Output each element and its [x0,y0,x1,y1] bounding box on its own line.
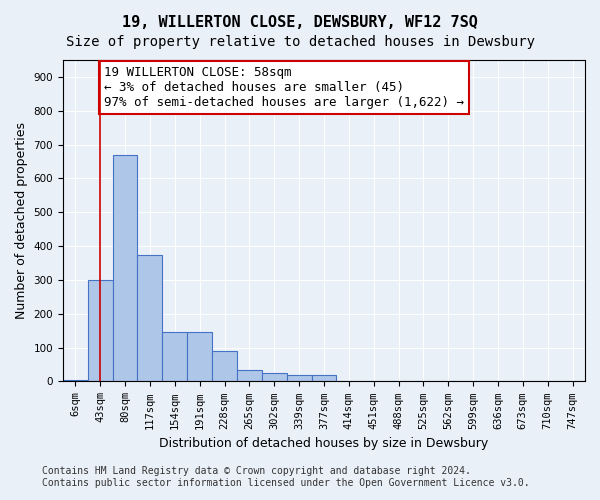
Bar [63,380,88,382]
X-axis label: Distribution of detached houses by size in Dewsbury: Distribution of detached houses by size … [160,437,488,450]
Bar [287,374,311,382]
Bar [88,280,113,382]
Bar [113,154,137,382]
Text: 19, WILLERTON CLOSE, DEWSBURY, WF12 7SQ: 19, WILLERTON CLOSE, DEWSBURY, WF12 7SQ [122,15,478,30]
Text: Contains HM Land Registry data © Crown copyright and database right 2024.
Contai: Contains HM Land Registry data © Crown c… [42,466,530,487]
Text: 19 WILLERTON CLOSE: 58sqm
← 3% of detached houses are smaller (45)
97% of semi-d: 19 WILLERTON CLOSE: 58sqm ← 3% of detach… [104,66,464,108]
Bar [187,332,212,382]
Bar [137,254,163,382]
Text: Size of property relative to detached houses in Dewsbury: Size of property relative to detached ho… [65,35,535,49]
Bar [262,373,287,382]
Bar [311,374,337,382]
Bar [237,370,262,382]
Y-axis label: Number of detached properties: Number of detached properties [15,122,28,319]
Bar [212,351,237,382]
Bar [163,332,187,382]
